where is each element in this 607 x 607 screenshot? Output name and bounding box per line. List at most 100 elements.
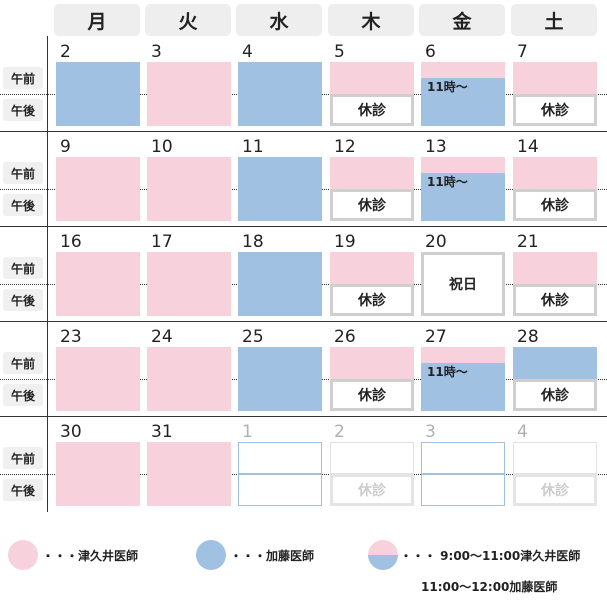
weekday-header: 火 (145, 4, 231, 36)
legend-tsukui-icon (8, 540, 38, 570)
am-slot-blue (238, 157, 322, 189)
am-slot-pink (330, 62, 414, 94)
day-number: 5 (334, 42, 345, 62)
legend-kato-label: ・・・加藤医師 (230, 549, 315, 563)
pm-slot-empty (421, 474, 505, 506)
row-label-pm: 午後 (3, 194, 43, 216)
day-number: 27 (425, 327, 447, 347)
closed-badge: 休診 (513, 189, 597, 221)
am-slot-blue (56, 62, 140, 94)
pm-slot-blue (238, 94, 322, 126)
legend-split-label-1: ・・・ 9:00～11:00津久井医師 (400, 549, 581, 563)
closed-badge: 休診 (330, 379, 414, 411)
day-number: 11 (242, 137, 264, 157)
am-slot-blue (238, 62, 322, 94)
pm-slot-blue (238, 189, 322, 221)
day-number: 24 (151, 327, 173, 347)
pm-slot-blue (56, 94, 140, 126)
pm-slot-blue (421, 379, 505, 411)
pm-slot-pink (147, 379, 231, 411)
closed-badge: 休診 (513, 474, 597, 506)
pm-slot-empty (238, 474, 322, 506)
am-slot-pink (56, 347, 140, 379)
am-slot-empty (330, 442, 414, 474)
pm-slot-pink (56, 474, 140, 506)
legend-tsukui-label: ・・・津久井医師 (42, 549, 139, 563)
weekday-header: 月 (54, 4, 140, 36)
pm-slot-pink (56, 189, 140, 221)
day-number: 13 (425, 137, 447, 157)
am-slot-pink (147, 157, 231, 189)
day-number: 14 (517, 137, 539, 157)
am-slot-pink (513, 252, 597, 284)
row-label-pm: 午後 (3, 99, 43, 121)
am-slot-pink (421, 62, 505, 78)
row-label-am: 午前 (3, 162, 43, 184)
am-slot-pink (330, 252, 414, 284)
am-slot-pink (147, 347, 231, 379)
am-slot-pink (56, 442, 140, 474)
day-number: 18 (242, 232, 264, 252)
row-label-pm: 午後 (3, 289, 43, 311)
day-number: 19 (334, 232, 356, 252)
am-slot-pink (513, 157, 597, 189)
weekday-header: 水 (236, 4, 322, 36)
am-slot-blue (513, 347, 597, 379)
am-slot-pink (421, 157, 505, 173)
pm-slot-pink (147, 94, 231, 126)
closed-badge: 休診 (330, 284, 414, 316)
legend-split-icon (368, 540, 398, 570)
legend-split-label-2: 11:00～12:00加藤医師 (421, 580, 558, 594)
day-number: 12 (334, 137, 356, 157)
day-number: 31 (151, 422, 173, 442)
am-slot-blue (421, 363, 505, 379)
day-number: 2 (60, 42, 71, 62)
pm-slot-blue (421, 94, 505, 126)
pm-slot-pink (147, 474, 231, 506)
week-separator (0, 131, 607, 132)
weekday-header: 金 (419, 4, 505, 36)
day-number: 20 (425, 232, 447, 252)
day-number: 9 (60, 137, 71, 157)
start-time-note: 11時～ (427, 365, 468, 379)
closed-badge: 休診 (513, 379, 597, 411)
row-label-pm: 午後 (3, 479, 43, 501)
closed-badge: 休診 (330, 189, 414, 221)
day-number: 30 (60, 422, 82, 442)
am-slot-pink (513, 62, 597, 94)
day-number: 3 (425, 422, 436, 442)
pm-slot-pink (147, 189, 231, 221)
start-time-note: 11時～ (427, 175, 468, 189)
holiday-badge: 祝日 (421, 252, 505, 316)
weekday-header: 木 (328, 4, 414, 36)
am-slot-pink (330, 347, 414, 379)
row-label-pm: 午後 (3, 384, 43, 406)
week-separator (0, 416, 607, 417)
row-label-am: 午前 (3, 447, 43, 469)
closed-badge: 休診 (330, 94, 414, 126)
week-separator (0, 226, 607, 227)
start-time-note: 11時～ (427, 80, 468, 94)
row-label-am: 午前 (3, 352, 43, 374)
day-number: 7 (517, 42, 528, 62)
row-label-am: 午前 (3, 257, 43, 279)
pm-slot-pink (56, 379, 140, 411)
am-slot-pink (56, 157, 140, 189)
am-slot-pink (56, 252, 140, 284)
pm-slot-blue (421, 189, 505, 221)
day-number: 1 (242, 422, 253, 442)
am-slot-empty (421, 442, 505, 474)
am-slot-empty (513, 442, 597, 474)
closed-badge: 休診 (513, 94, 597, 126)
day-number: 26 (334, 327, 356, 347)
closed-badge: 休診 (513, 284, 597, 316)
day-number: 2 (334, 422, 345, 442)
row-label-am: 午前 (3, 67, 43, 89)
day-number: 21 (517, 232, 539, 252)
am-slot-empty (238, 442, 322, 474)
am-slot-pink (147, 62, 231, 94)
day-number: 17 (151, 232, 173, 252)
day-number: 28 (517, 327, 539, 347)
week-separator (0, 321, 607, 322)
pm-slot-pink (56, 284, 140, 316)
